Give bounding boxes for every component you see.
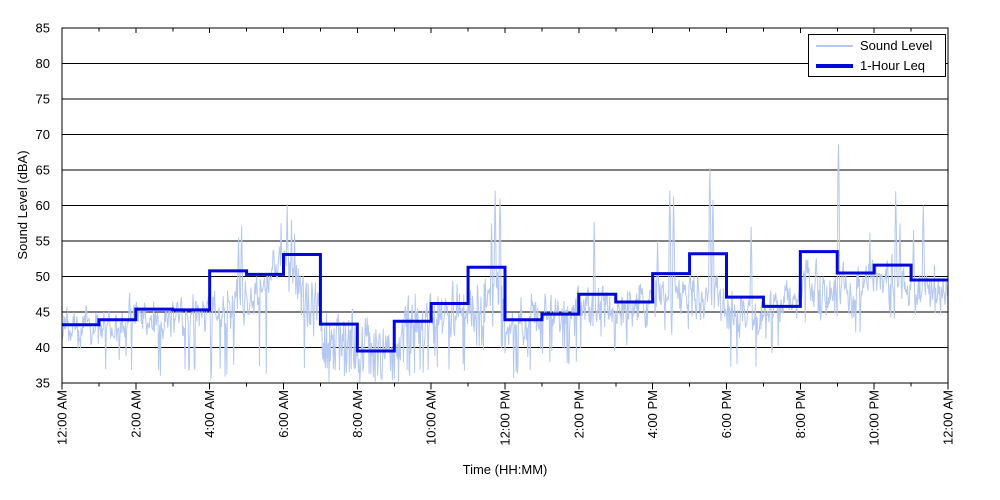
y-tick-label: 80: [36, 56, 50, 71]
x-tick-label: 12:00 AM: [55, 390, 70, 445]
x-tick-label: 10:00 PM: [867, 390, 882, 446]
x-tick-label: 4:00 AM: [202, 390, 217, 438]
x-tick-label: 12:00 PM: [498, 390, 513, 446]
x-tick-label: 12:00 AM: [941, 390, 956, 445]
x-tick-label: 6:00 PM: [719, 390, 734, 438]
y-tick-label: 50: [36, 269, 50, 284]
y-axis-title: Sound Level (dBA): [15, 150, 30, 259]
y-tick-label: 60: [36, 198, 50, 213]
x-tick-label: 8:00 PM: [793, 390, 808, 438]
axis-ticks: [61, 27, 949, 390]
x-tick-labels: 12:00 AM 2:00 AM 4:00 AM 6:00 AM 8:00 AM 10:0…: [55, 390, 956, 446]
y-tick-label: 35: [36, 376, 50, 391]
x-tick-label: 2:00 AM: [128, 390, 143, 438]
x-tick-label: 6:00 AM: [276, 390, 291, 438]
y-tick-label: 70: [36, 127, 50, 142]
y-tick-label: 45: [36, 305, 50, 320]
y-tick-label: 55: [36, 234, 50, 249]
y-tick-label: 75: [36, 92, 50, 107]
y-tick-labels: 35 40 45 50 55 60 65 70 75 80 85: [36, 21, 50, 391]
legend-item-sound-level: Sound Level: [809, 36, 945, 56]
legend-label-leq: 1-Hour Leq: [860, 58, 926, 73]
sound-level-series-line: [62, 144, 948, 383]
y-tick-label: 85: [36, 21, 50, 36]
y-tick-label: 65: [36, 163, 50, 178]
legend: Sound Level 1-Hour Leq: [808, 34, 946, 77]
x-tick-label: 2:00 PM: [571, 390, 586, 438]
sound-level-line-swatch: [816, 44, 853, 47]
legend-item-leq: 1-Hour Leq: [809, 56, 945, 76]
leq-line-swatch: [816, 63, 853, 68]
x-tick-label: 8:00 AM: [350, 390, 365, 438]
x-tick-label: 10:00 AM: [424, 390, 439, 445]
x-axis-title: Time (HH:MM): [463, 462, 548, 477]
y-tick-label: 40: [36, 340, 50, 355]
legend-label-sound-level: Sound Level: [860, 38, 933, 53]
one-hour-leq-series-line: [62, 250, 948, 353]
x-tick-label: 4:00 PM: [645, 390, 660, 438]
